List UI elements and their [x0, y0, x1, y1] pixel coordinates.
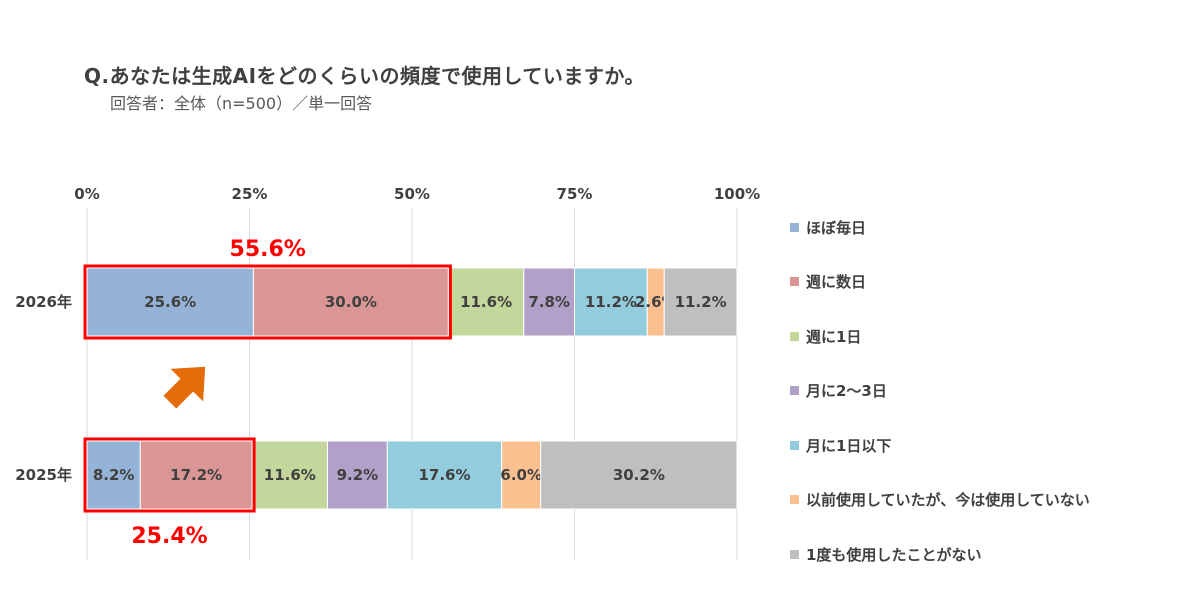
legend-label: 週に数日: [806, 273, 867, 292]
legend-swatch: [790, 386, 799, 396]
legend-swatch: [790, 495, 799, 505]
arrow-shape: [163, 366, 206, 409]
legend-swatch: [790, 549, 799, 559]
legend-label: 以前使用していたが、今は使用していない: [806, 491, 1090, 510]
data-label: 30.0%: [325, 293, 377, 311]
data-label: 11.2%: [675, 293, 727, 311]
callout-label: 55.6%: [230, 237, 306, 262]
legend-swatch: [790, 277, 799, 287]
legend-label: 1度も使用したことがない: [806, 545, 982, 564]
x-tick-label: 25%: [232, 185, 268, 203]
data-label: 17.6%: [418, 466, 470, 484]
legend-item: 月に2～3日: [790, 364, 1090, 419]
data-label: 25.6%: [144, 293, 196, 311]
trend-arrow-icon: [163, 366, 206, 409]
highlight-box: [83, 437, 256, 513]
bar-segment: [523, 267, 575, 337]
bar-segment: [251, 440, 329, 510]
data-label: 11.6%: [264, 466, 316, 484]
data-label: 11.2%: [585, 293, 637, 311]
legend-swatch: [790, 222, 799, 232]
data-label: 17.2%: [170, 466, 222, 484]
legend-item: 月に1日以下: [790, 418, 1090, 473]
legend-item: 以前使用していたが、今は使用していない: [790, 473, 1090, 528]
chart-legend: ほぼ毎日週に数日週に1日月に2～3日 月に1日以下以前使用していたが、今は使用して…: [790, 200, 1090, 582]
category-label: 2025年: [15, 466, 72, 484]
category-label: 2026年: [15, 293, 72, 311]
x-tick-label: 50%: [394, 185, 430, 203]
data-label: 9.2%: [337, 466, 379, 484]
bar-segment: [139, 440, 253, 510]
legend-item: ほぼ毎日: [790, 200, 1090, 255]
legend-item: 1度も使用したことがない: [790, 527, 1090, 582]
data-label: 30.2%: [613, 466, 665, 484]
bar-segment: [574, 267, 648, 337]
x-tick-label: 75%: [557, 185, 593, 203]
bar-segment: [252, 267, 449, 337]
bar-segment: [447, 267, 525, 337]
chart-title: Q.あなたは生成AIをどのくらいの頻度で使用していますか。: [84, 64, 646, 88]
legend-item: 週に1日: [790, 309, 1090, 364]
legend-swatch: [790, 331, 799, 341]
legend-label: 月に1日以下: [806, 436, 892, 455]
bar-segment: [663, 267, 738, 337]
chart-subtitle: 回答者：全体（n=500）／単一回答: [110, 94, 373, 113]
legend-item: 週に数日: [790, 255, 1090, 310]
data-label: 6.0%: [500, 466, 542, 484]
legend-label: ほぼ毎日: [806, 218, 867, 237]
legend-swatch: [790, 440, 799, 450]
data-label: 11.6%: [460, 293, 512, 311]
data-label: 8.2%: [93, 466, 135, 484]
legend-label: 週に1日: [806, 327, 862, 346]
highlight-box: [83, 264, 452, 340]
x-tick-label: 100%: [714, 185, 760, 203]
bar-segment: [86, 440, 141, 510]
callout-label: 25.4%: [131, 524, 207, 549]
data-label: 7.8%: [528, 293, 570, 311]
bar-segment: [386, 440, 503, 510]
bar-segment: [86, 267, 254, 337]
bar-segment: [540, 440, 738, 510]
legend-label: 月に2～3日: [806, 382, 887, 401]
x-tick-label: 0%: [74, 185, 99, 203]
